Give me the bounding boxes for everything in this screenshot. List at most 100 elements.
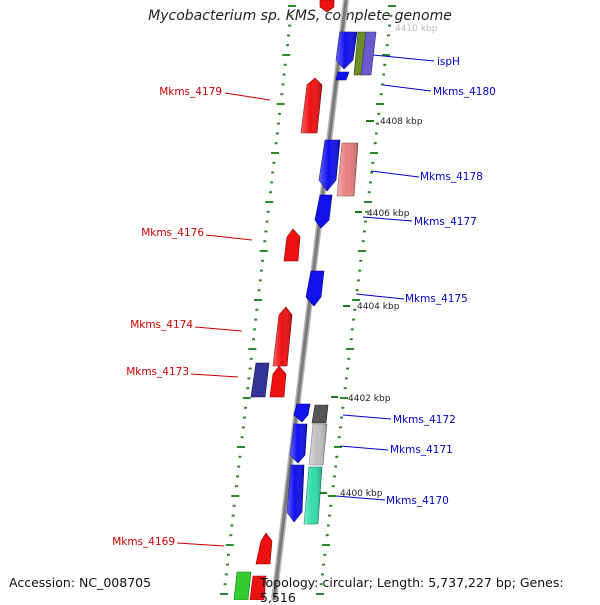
tick-dot-left — [276, 103, 285, 105]
tick-dot-right — [389, 14, 393, 17]
gene-label-mkms-4180[interactable]: Mkms_4180 — [433, 86, 496, 98]
gene-label-mkms-4175[interactable]: Mkms_4175 — [405, 293, 468, 305]
tick-dot-right — [340, 397, 348, 399]
tick-dot-right — [353, 308, 357, 311]
tick-dot-right — [377, 112, 381, 115]
genome-title: Mycobacterium sp. KMS, complete genome — [148, 8, 452, 24]
tick-dot-right — [386, 34, 390, 37]
tick-dot-right — [350, 328, 354, 331]
scale-label-4410: 4410 kbp — [395, 24, 438, 34]
gene-feature-mkms-4177[interactable] — [314, 194, 333, 229]
gene-label-mkms-4170[interactable]: Mkms_4170 — [386, 495, 449, 507]
tick-dot-left — [282, 54, 291, 56]
tick-dot-right — [370, 152, 378, 154]
gene-feature-mkms-4173-red[interactable] — [269, 365, 287, 398]
tick-dot-right — [361, 240, 365, 243]
tick-dot-right — [335, 455, 339, 458]
tick-dot-right — [320, 573, 324, 576]
gene-feature-purple[interactable] — [360, 31, 377, 76]
gene-feature-mkms-4173[interactable] — [250, 362, 270, 398]
tick-dot-right — [331, 485, 335, 488]
tick-dot-right — [382, 54, 390, 56]
gene-feature-darkgray[interactable] — [311, 404, 329, 424]
tick-dot-right — [388, 24, 392, 27]
tick-dot-right — [388, 5, 396, 7]
tick-dot-left — [259, 250, 268, 252]
tick-dot-right — [370, 171, 374, 174]
tick-dot-left — [231, 514, 235, 517]
tick-dot-left — [249, 357, 253, 360]
scale-ticks — [320, 120, 374, 494]
gene-feature-mkms-4172[interactable] — [293, 403, 311, 423]
tick-dot-left — [235, 485, 238, 488]
tick-dot-right — [365, 210, 369, 213]
tick-dot-right — [355, 289, 359, 292]
tick-dot-left — [288, 5, 296, 7]
tick-dot-left — [248, 348, 257, 350]
left-gene-labels[interactable]: Mkms_4179 Mkms_4176 Mkms_4174 Mkms_4173 … — [112, 86, 222, 548]
gene-label-mkms-4171[interactable]: Mkms_4171 — [390, 444, 453, 456]
tick-dot-left — [280, 93, 284, 96]
tick-dot-right — [358, 269, 362, 272]
tick-dot-right — [323, 553, 327, 556]
outer-tick-dots-left — [220, 5, 296, 595]
gene-feature-mkms-4175[interactable] — [305, 270, 325, 307]
gene-label-isph[interactable]: ispH — [437, 56, 460, 68]
gene-feature-bottom-green[interactable] — [233, 571, 252, 600]
tick-dot-right — [379, 93, 383, 96]
tick-dot-right — [334, 446, 342, 448]
gene-feature-mkms-4176[interactable] — [283, 228, 301, 262]
tick-dot-right — [328, 514, 332, 517]
right-label-lines — [335, 54, 435, 501]
gene-label-mkms-4178[interactable]: Mkms_4178 — [420, 171, 483, 183]
tick-dot-left — [272, 161, 276, 164]
gene-feature-top-red[interactable] — [319, 0, 335, 13]
gene-label-mkms-4179[interactable]: Mkms_4179 — [159, 86, 222, 98]
tick-dot-left — [270, 181, 274, 184]
scale-label-4408: 4408 kbp — [380, 117, 423, 127]
tick-dot-left — [271, 152, 279, 154]
tick-dot-left — [271, 171, 275, 174]
tick-dot-left — [278, 112, 281, 115]
tick-dot-left — [248, 367, 252, 370]
tick-dot-left — [237, 465, 241, 468]
tick-dot-right — [340, 416, 344, 419]
scale-label-4406: 4406 kbp — [367, 209, 410, 219]
tick-dot-left — [244, 406, 247, 409]
tick-dot-left — [258, 279, 262, 282]
tick-dot-right — [359, 259, 363, 262]
gene-label-mkms-4169[interactable]: Mkms_4169 — [112, 536, 175, 548]
scale-label-4404: 4404 kbp — [357, 302, 400, 312]
tick-dot-left — [229, 534, 233, 537]
gene-feature-bottom-red[interactable] — [249, 575, 267, 600]
tick-dot-right — [352, 318, 356, 321]
tick-dot-left — [225, 563, 229, 566]
gene-label-mkms-4173[interactable]: Mkms_4173 — [126, 366, 189, 378]
gene-label-mkms-4177[interactable]: Mkms_4177 — [414, 216, 477, 228]
gene-feature-mkms-4169[interactable] — [255, 532, 273, 565]
gene-label-mkms-4176[interactable]: Mkms_4176 — [141, 227, 204, 239]
tick-dot-right — [349, 338, 353, 341]
tick-dot-right — [316, 593, 324, 595]
tick-dot-left — [264, 230, 268, 233]
tick-dot-left — [281, 83, 285, 86]
tick-dot-right — [343, 387, 347, 390]
tick-dot-right — [368, 181, 372, 184]
tick-dot-left — [257, 289, 261, 292]
tick-dot-left — [288, 24, 292, 27]
right-gene-labels[interactable]: ispH Mkms_4180 Mkms_4178 Mkms_4177 Mkms_… — [386, 56, 496, 507]
tick-dot-left — [241, 426, 245, 429]
gene-feature-mkms-4180[interactable] — [335, 71, 350, 81]
tick-dot-right — [373, 142, 377, 145]
gene-label-mkms-4172[interactable]: Mkms_4172 — [393, 414, 456, 426]
gene-label-mkms-4174[interactable]: Mkms_4174 — [130, 319, 193, 331]
scale-label-4402: 4402 kbp — [348, 394, 391, 404]
accession-label: Accession: NC_008705 — [9, 575, 152, 590]
tick-dot-left — [266, 210, 270, 213]
tick-dot-right — [346, 367, 350, 370]
tick-dot-left — [263, 240, 267, 243]
tick-dot-right — [376, 103, 384, 105]
tick-dot-left — [283, 63, 287, 66]
